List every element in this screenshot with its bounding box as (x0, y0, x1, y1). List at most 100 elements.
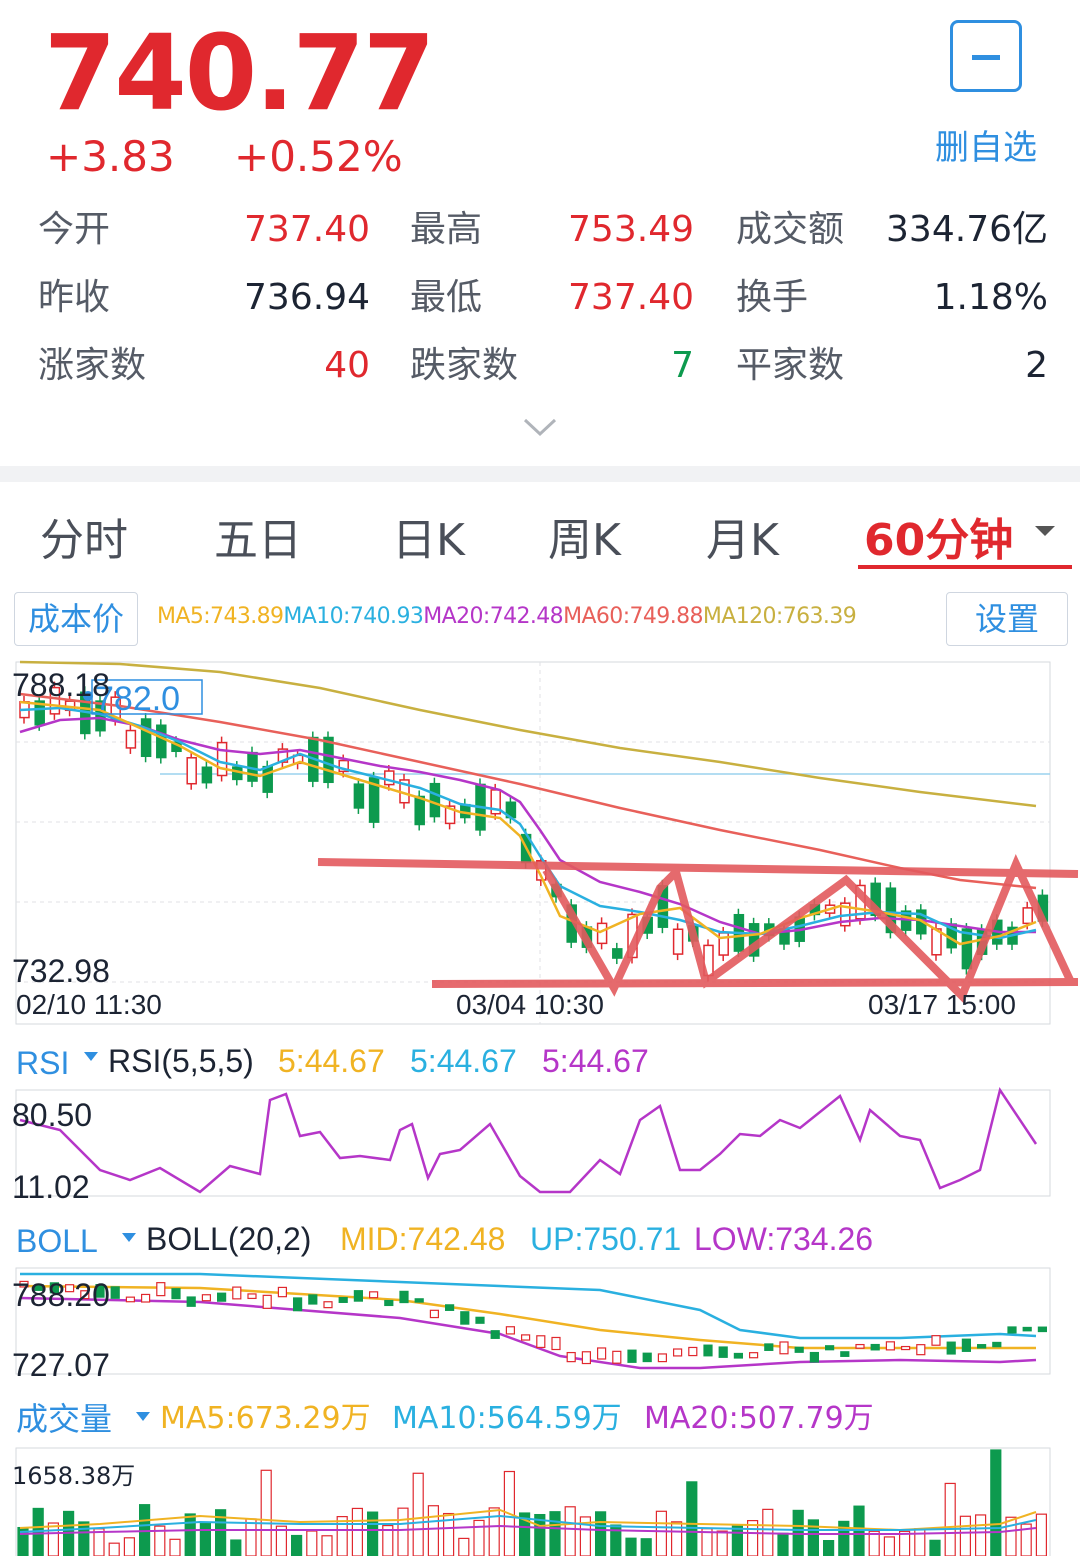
volume-bar (716, 1530, 728, 1556)
tab-daily[interactable]: 日K (392, 515, 465, 566)
boll-candle (946, 1341, 956, 1355)
tab-weekly[interactable]: 周K (548, 515, 621, 566)
boll-candle (64, 1284, 75, 1293)
ma10-line (19, 706, 1037, 940)
stat-label: 换手 (736, 277, 809, 318)
stat-value: 7 (671, 345, 694, 386)
tab-intraday[interactable]: 分时 (40, 515, 128, 566)
boll-candle (870, 1343, 880, 1351)
cost-price-button[interactable]: 成本价 (14, 592, 138, 646)
remove-watchlist-button[interactable] (950, 20, 1022, 92)
boll-candle (156, 1282, 166, 1297)
candle-body (353, 783, 365, 809)
boll-candle (277, 1286, 287, 1298)
boll-candle (34, 1284, 44, 1291)
chart-area[interactable]: 782.0 788.18 732.98 02/10 11:30 03/04 10… (0, 650, 1080, 1556)
tab-60-minute[interactable]: 60分钟 (864, 515, 1014, 566)
boll-candle (916, 1344, 926, 1356)
boll-candle (581, 1351, 592, 1365)
volume-bar (154, 1525, 166, 1556)
stat-label: 跌家数 (410, 345, 519, 386)
volume-bar (321, 1535, 333, 1556)
boll-low: LOW:734.26 (694, 1221, 873, 1257)
boll-candle (384, 1299, 394, 1307)
volume-bar (367, 1511, 379, 1556)
volume-bar (518, 1512, 531, 1556)
crosshair-dot (83, 691, 93, 701)
volume-bar (1035, 1513, 1048, 1556)
boll-candle (110, 1286, 120, 1299)
boll-candle (642, 1352, 652, 1363)
volume-bar (488, 1507, 500, 1556)
volume-bar (291, 1534, 303, 1556)
volume-bar (78, 1521, 90, 1556)
boll-candle (232, 1286, 242, 1300)
candle-body (140, 718, 152, 758)
boll-up-line (20, 1272, 1037, 1340)
ma120-line (19, 660, 1037, 808)
price-change: +3.83 (46, 132, 175, 181)
boll-candle (1037, 1326, 1048, 1333)
x-axis-date: 03/17 15:00 (868, 989, 1016, 1020)
volume-bar (594, 1511, 607, 1556)
boll-candle (262, 1294, 272, 1309)
rsi-y-low: 11.02 (12, 1169, 90, 1205)
volume-bar (731, 1525, 744, 1556)
candle-body (125, 729, 137, 749)
settings-button[interactable]: 设置 (946, 592, 1068, 646)
volume-bar (108, 1542, 120, 1556)
chevron-down-icon[interactable] (522, 416, 558, 438)
boll-candle (445, 1304, 455, 1311)
volume-bar (655, 1510, 668, 1556)
boll-mid: MID:742.48 (340, 1221, 505, 1257)
boll-candle (1007, 1326, 1017, 1334)
volume-bar (336, 1516, 348, 1556)
boll-candle (399, 1290, 409, 1304)
volume-bar (838, 1520, 850, 1556)
volume-bars (17, 1449, 1048, 1556)
stat-value: 334.76亿 (886, 209, 1048, 250)
volume-bar (853, 1505, 865, 1556)
candle-body (338, 759, 349, 773)
volume-bar (184, 1513, 196, 1556)
active-tab-indicator (858, 565, 1072, 569)
boll-lines (19, 1272, 1037, 1370)
boll-y-high: 788.20 (12, 1277, 110, 1313)
candle-body (596, 922, 608, 945)
volume-bar (230, 1539, 242, 1556)
boll-y-low: 727.07 (12, 1347, 110, 1383)
candles (19, 681, 1049, 982)
candle-body (885, 887, 897, 934)
boll-candle (992, 1341, 1002, 1348)
boll-candle (809, 1351, 820, 1363)
candle-body (961, 928, 973, 970)
boll-candle (353, 1290, 363, 1302)
candle-body (156, 724, 167, 759)
candle-body (186, 757, 197, 785)
boll-candle (308, 1294, 318, 1305)
volume-bar (686, 1481, 698, 1556)
marker-value: 782.0 (95, 680, 180, 718)
ma20-line (19, 716, 1036, 936)
drawn-trend-lines (317, 854, 1079, 1004)
ma60-value: MA60:749.88 (563, 604, 703, 629)
candle-body (672, 928, 684, 955)
stat-value: 2 (1025, 345, 1048, 386)
vol-ma20-line (19, 1524, 1037, 1535)
volume-bar (959, 1515, 972, 1556)
boll-candle (976, 1344, 987, 1349)
boll-candle (1022, 1326, 1032, 1332)
remove-watchlist-label[interactable]: 删自选 (935, 128, 1037, 168)
tab-five-day[interactable]: 五日 (214, 515, 302, 566)
boll-candle (19, 1280, 29, 1288)
tab-monthly[interactable]: 月K (706, 515, 779, 566)
boll-candle (125, 1296, 136, 1303)
rsi-selector: RSI (16, 1045, 69, 1081)
boll-candle (733, 1352, 744, 1359)
volume-ma-lines (19, 1508, 1037, 1535)
boll-selector: BOLL (16, 1223, 98, 1259)
caret-down-icon[interactable] (1035, 526, 1055, 536)
boll-candles (19, 1280, 1048, 1365)
candle-body (1022, 907, 1033, 925)
boll-candle (824, 1345, 835, 1351)
